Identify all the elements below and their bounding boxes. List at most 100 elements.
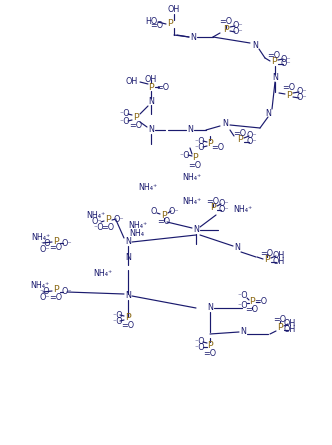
- Text: P: P: [133, 113, 139, 122]
- Text: OH: OH: [126, 77, 138, 86]
- Text: ⁻O: ⁻O: [120, 117, 130, 125]
- Text: O⁻: O⁻: [219, 206, 229, 214]
- Text: O⁻: O⁻: [247, 138, 257, 146]
- Text: OH: OH: [284, 325, 296, 335]
- Text: NH₄⁺: NH₄⁺: [93, 268, 113, 278]
- Text: ⁻O: ⁻O: [113, 316, 123, 325]
- Text: NH₄⁺: NH₄⁺: [86, 211, 106, 221]
- Text: N: N: [252, 40, 258, 49]
- Text: ⁻O: ⁻O: [195, 337, 205, 347]
- Text: P: P: [223, 24, 229, 33]
- Text: ⁻O: ⁻O: [180, 150, 190, 159]
- Text: NH₄⁺: NH₄⁺: [128, 221, 148, 230]
- Text: =O: =O: [211, 143, 224, 153]
- Text: P: P: [167, 20, 173, 28]
- Text: ⁻O: ⁻O: [195, 143, 205, 153]
- Text: N: N: [222, 118, 228, 128]
- Text: N: N: [265, 109, 271, 117]
- Text: P: P: [207, 340, 213, 349]
- Text: =O: =O: [274, 316, 287, 324]
- Text: O⁻: O⁻: [40, 244, 50, 254]
- Text: N: N: [272, 73, 278, 82]
- Text: NH₄⁺: NH₄⁺: [138, 183, 158, 193]
- Text: O⁻: O⁻: [281, 54, 291, 64]
- Text: O⁻: O⁻: [233, 28, 243, 36]
- Text: ⁻O: ⁻O: [195, 344, 205, 352]
- Text: =O: =O: [254, 296, 268, 306]
- Text: P: P: [264, 255, 270, 264]
- Text: P: P: [286, 90, 292, 100]
- Text: P: P: [192, 154, 198, 162]
- Text: N: N: [234, 243, 240, 252]
- Text: P: P: [249, 296, 255, 306]
- Text: =O: =O: [207, 197, 219, 206]
- Text: N: N: [148, 125, 154, 134]
- Text: OH: OH: [145, 76, 157, 85]
- Text: N: N: [207, 303, 213, 312]
- Text: ⁻O: ⁻O: [94, 222, 104, 231]
- Text: =O: =O: [189, 161, 202, 170]
- Text: N: N: [190, 32, 196, 41]
- Text: NH₄⁺: NH₄⁺: [30, 282, 49, 291]
- Text: =O: =O: [102, 222, 115, 231]
- Text: NH₄⁺: NH₄⁺: [182, 198, 202, 206]
- Text: O⁻: O⁻: [233, 21, 243, 31]
- Text: =O: =O: [129, 121, 142, 130]
- Text: P: P: [105, 215, 111, 224]
- Text: OH: OH: [273, 251, 285, 260]
- Text: O⁻: O⁻: [247, 132, 257, 141]
- Text: P: P: [161, 210, 167, 219]
- Text: O⁻: O⁻: [297, 88, 307, 97]
- Text: NH₄: NH₄: [129, 228, 144, 238]
- Text: =O: =O: [157, 218, 171, 227]
- Text: O⁻: O⁻: [169, 206, 179, 215]
- Text: ⁻O: ⁻O: [40, 239, 50, 247]
- Text: O: O: [151, 207, 157, 217]
- Text: P: P: [148, 82, 154, 92]
- Text: P: P: [271, 57, 277, 66]
- Text: O⁻: O⁻: [92, 218, 102, 227]
- Text: HO: HO: [145, 17, 157, 27]
- Text: O⁻: O⁻: [39, 294, 49, 303]
- Text: ⁻O: ⁻O: [39, 287, 49, 296]
- Text: N: N: [193, 226, 199, 235]
- Text: OH: OH: [273, 258, 285, 267]
- Text: ⁻O: ⁻O: [238, 291, 248, 300]
- Text: ⁻O: ⁻O: [113, 311, 123, 320]
- Text: O⁻: O⁻: [281, 60, 291, 69]
- Text: N: N: [125, 238, 131, 247]
- Text: OH: OH: [168, 5, 180, 15]
- Text: =O: =O: [245, 306, 259, 315]
- Text: N: N: [125, 254, 131, 263]
- Text: NH₄⁺: NH₄⁺: [32, 232, 50, 242]
- Text: ⁻O: ⁻O: [120, 109, 130, 118]
- Text: P: P: [53, 286, 59, 295]
- Text: =O: =O: [49, 292, 62, 302]
- Text: =O: =O: [122, 320, 134, 329]
- Text: NH₄⁺: NH₄⁺: [182, 174, 202, 182]
- Text: O⁻: O⁻: [297, 93, 307, 102]
- Text: =O: =O: [283, 84, 295, 93]
- Text: =O: =O: [150, 21, 163, 31]
- Text: O⁻: O⁻: [62, 239, 72, 247]
- Text: P: P: [237, 135, 243, 145]
- Text: N: N: [125, 291, 131, 300]
- Text: =O: =O: [268, 50, 281, 60]
- Text: =O: =O: [260, 250, 274, 259]
- Text: O⁻: O⁻: [114, 214, 124, 223]
- Text: P: P: [125, 313, 131, 323]
- Text: =O: =O: [204, 348, 216, 357]
- Text: N: N: [240, 328, 246, 336]
- Text: N: N: [148, 97, 154, 105]
- Text: OH: OH: [284, 320, 296, 328]
- Text: O⁻: O⁻: [62, 287, 72, 296]
- Text: =O: =O: [49, 243, 62, 252]
- Text: NH₄⁺: NH₄⁺: [233, 206, 253, 214]
- Text: P: P: [207, 139, 213, 149]
- Text: O⁻: O⁻: [219, 199, 229, 209]
- Text: =O: =O: [233, 129, 247, 138]
- Text: ⁻O: ⁻O: [238, 300, 248, 310]
- Text: P: P: [53, 236, 59, 246]
- Text: ⁻O: ⁻O: [195, 137, 205, 146]
- Text: =O: =O: [156, 82, 170, 92]
